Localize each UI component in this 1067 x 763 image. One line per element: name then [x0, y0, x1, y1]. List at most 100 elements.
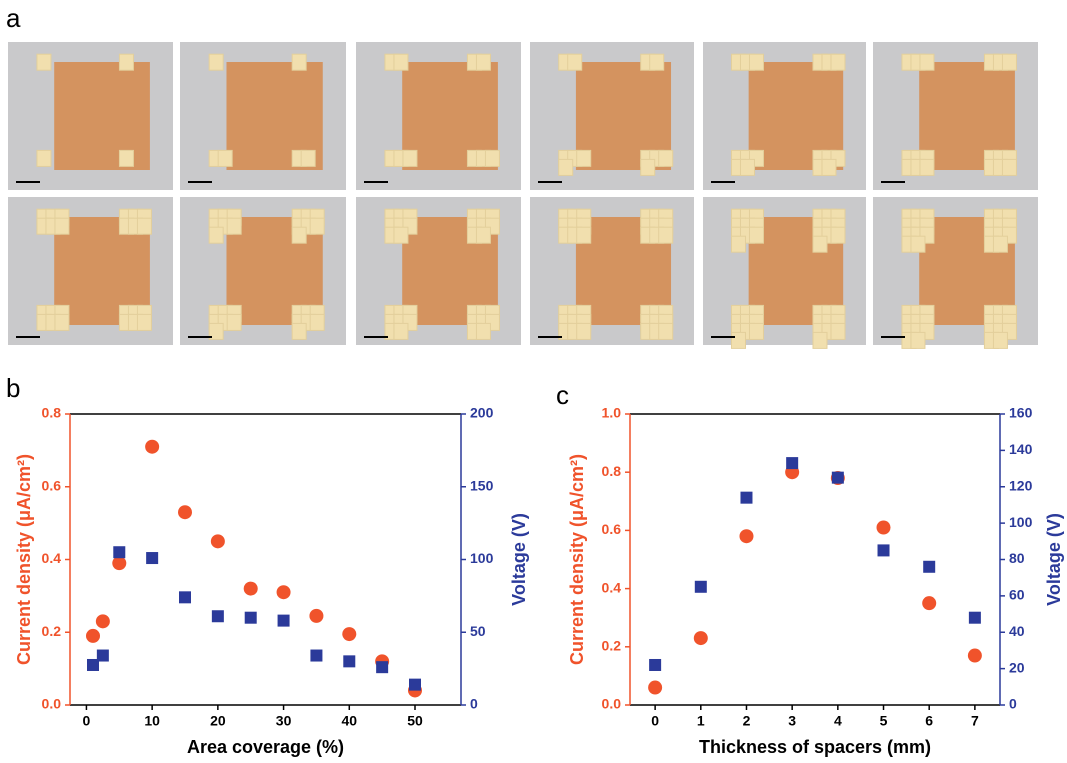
data-point: [648, 680, 663, 695]
spacer: [1001, 53, 1017, 71]
spacer: [36, 53, 52, 71]
spacer: [484, 149, 500, 167]
data-point: [210, 534, 225, 549]
x-tick-label: 7: [971, 713, 979, 729]
data-point: [923, 560, 936, 573]
data-point: [649, 658, 662, 671]
photo-grid: [8, 42, 1038, 349]
y2-axis-title: Voltage (V): [509, 513, 529, 606]
spacer: [1001, 158, 1017, 176]
y-axis-title: Current density (μA/cm²): [14, 454, 34, 665]
spacer: [658, 322, 674, 340]
y-tick-label: 0.4: [602, 579, 622, 595]
y2-tick-label: 80: [1009, 550, 1025, 566]
x-tick-label: 50: [407, 713, 423, 729]
y2-tick-label: 60: [1009, 587, 1025, 603]
spacer: [992, 235, 1008, 253]
data-point: [146, 552, 159, 565]
y-tick-label: 0.8: [602, 463, 622, 479]
spacer: [730, 235, 746, 253]
y2-tick-label: 100: [1009, 514, 1033, 530]
spacer: [208, 322, 224, 340]
spacer: [910, 331, 926, 349]
data-point: [86, 628, 100, 643]
x-tick-label: 5: [880, 713, 888, 729]
spacer: [475, 53, 491, 71]
spacer: [475, 322, 491, 340]
spacer: [36, 149, 52, 167]
spacer: [208, 226, 224, 244]
panel-label: a: [6, 3, 21, 33]
spacer: [748, 53, 764, 71]
data-point: [409, 678, 421, 691]
spacer: [54, 217, 70, 235]
data-point: [968, 611, 981, 624]
spacer: [136, 313, 152, 331]
y-tick-label: 0.6: [602, 521, 622, 537]
spacer: [567, 53, 583, 71]
spacer: [291, 322, 307, 340]
data-point: [967, 648, 982, 663]
spacer: [658, 149, 674, 167]
data-point: [694, 580, 707, 593]
data-point: [211, 610, 224, 623]
y2-tick-label: 200: [470, 405, 494, 421]
spacer: [748, 226, 764, 244]
data-point: [693, 631, 708, 646]
spacer: [54, 313, 70, 331]
spacer: [730, 331, 746, 349]
data-point: [376, 661, 389, 674]
y-tick-label: 0.2: [42, 623, 62, 639]
x-tick-label: 4: [834, 713, 842, 729]
x-axis-title: Thickness of spacers (mm): [699, 737, 931, 757]
spacer: [812, 235, 828, 253]
spacer: [291, 226, 307, 244]
spacer: [208, 53, 224, 71]
spacer: [748, 322, 764, 340]
y-tick-label: 0.4: [42, 550, 62, 566]
data-point: [342, 627, 357, 642]
spacer: [226, 217, 242, 235]
data-point: [95, 614, 110, 629]
data-point: [309, 608, 324, 623]
data-point: [922, 596, 937, 611]
spacer: [910, 235, 926, 253]
data-point: [786, 457, 799, 470]
spacer: [217, 149, 233, 167]
y2-tick-label: 50: [470, 623, 486, 639]
spacer: [300, 149, 316, 167]
spacer: [558, 158, 574, 176]
x-tick-label: 30: [276, 713, 292, 729]
spacer: [992, 331, 1008, 349]
data-point: [831, 471, 844, 484]
spacer: [393, 322, 409, 340]
y2-tick-label: 0: [470, 696, 478, 712]
spacer: [830, 226, 846, 244]
spacer: [658, 226, 674, 244]
spacer: [812, 331, 828, 349]
x-tick-label: 2: [743, 713, 751, 729]
data-point: [113, 546, 126, 559]
spacer: [136, 217, 152, 235]
data-point: [877, 544, 890, 557]
data-point: [178, 505, 192, 520]
y-tick-label: 0.6: [42, 477, 62, 493]
x-axis-title: Area coverage (%): [187, 737, 344, 757]
data-point: [145, 439, 160, 454]
spacer: [118, 53, 134, 71]
x-tick-label: 40: [341, 713, 357, 729]
x-tick-label: 6: [925, 713, 933, 729]
data-point: [96, 649, 109, 662]
data-point: [876, 520, 891, 535]
y2-tick-label: 140: [1009, 441, 1033, 457]
data-point: [87, 658, 99, 671]
spacer: [640, 158, 656, 176]
data-point: [739, 529, 754, 544]
data-point: [276, 585, 291, 600]
panel-label: c: [556, 380, 569, 410]
y-tick-label: 0.0: [42, 696, 62, 712]
y-tick-label: 0.2: [602, 638, 622, 654]
spacer: [649, 53, 665, 71]
data-point: [740, 491, 753, 504]
